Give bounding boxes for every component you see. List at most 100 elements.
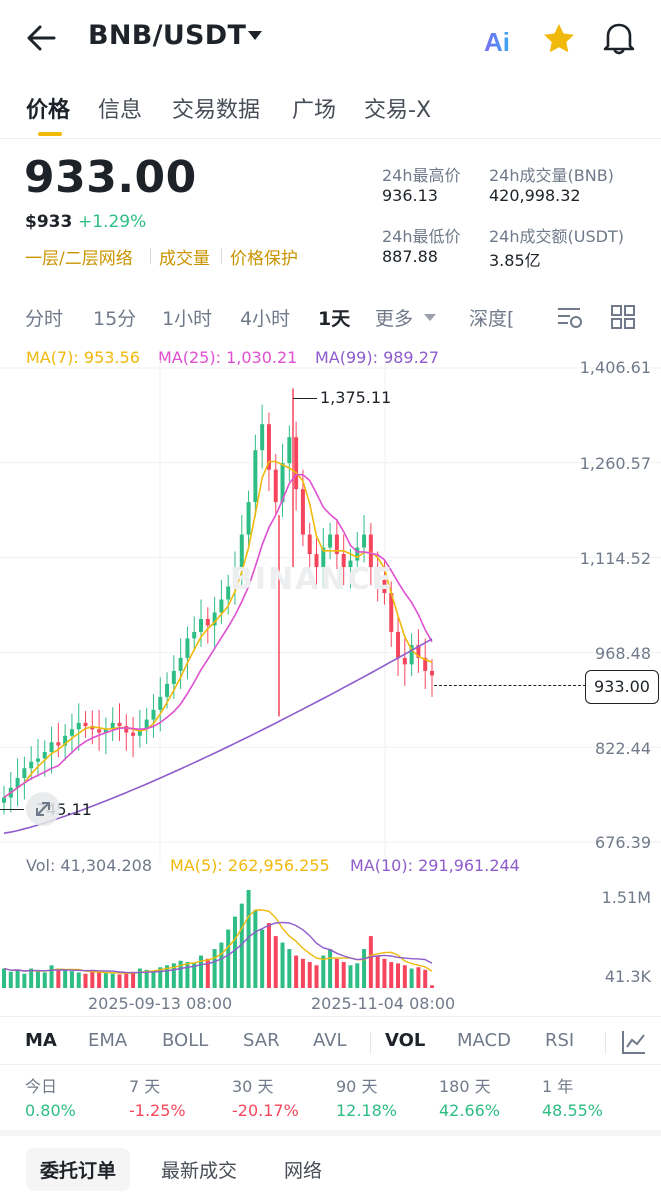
tab-trading-data[interactable]: 交易数据 [172,98,261,123]
chart-settings-icon[interactable] [556,304,584,330]
tag-layer-network[interactable]: 一层/二层网络 [25,249,133,269]
price-chart[interactable] [0,360,661,860]
candle-body [246,502,251,535]
candle-body [307,534,312,555]
indicator-ma[interactable]: MA [25,1030,57,1051]
interval-time[interactable]: 分时 [25,308,64,330]
indicator-macd[interactable]: MACD [457,1030,511,1051]
volume-axis-label: 1.51M [601,888,651,907]
stat-vol-usdt-label: 24h成交额(USDT) [489,227,624,246]
chevron-down-icon[interactable] [248,31,262,40]
volume-bar [192,963,197,988]
volume-bar [76,972,81,988]
candle-body [137,729,142,736]
volume-bar [144,969,149,988]
price-axis-label: 676.39 [595,833,651,852]
bell-icon[interactable] [602,20,636,56]
tab-price[interactable]: 价格 [26,98,71,123]
candle-body [328,534,333,548]
volume-bar [321,955,326,988]
interval-1d[interactable]: 1天 [318,308,351,330]
indicator-rsi[interactable]: RSI [545,1030,575,1051]
volume-bar [90,971,95,988]
stat-low-value: 887.88 [382,247,438,266]
perf-value-1y: 48.55% [542,1101,604,1120]
volume-bar [83,973,88,988]
ai-icon[interactable]: Ai [484,26,518,54]
back-arrow-icon[interactable] [26,24,56,52]
indicator-settings-icon[interactable] [620,1028,648,1056]
volume-bar [29,968,34,988]
volume-bar [2,968,6,988]
divider [605,1032,606,1054]
indicator-vol[interactable]: VOL [385,1030,426,1051]
volume-bar [22,973,27,988]
layout-grid-icon[interactable] [610,304,636,330]
star-icon[interactable] [542,22,576,54]
volume-bar [389,962,394,988]
ma99-line [3,638,433,834]
active-tab-indicator [38,132,62,136]
candle-body [287,437,292,464]
tab-info[interactable]: 信息 [98,98,143,123]
expand-icon [36,802,50,816]
candle-body [416,644,421,658]
candle-body [294,437,299,490]
volume-chart[interactable] [0,880,661,992]
volume-bar [124,973,129,988]
candle-body [185,638,190,658]
candle-body [144,719,149,730]
interval-1h[interactable]: 1小时 [162,308,213,330]
perf-label-30d: 30 天 [232,1077,274,1096]
candle-body [192,631,197,639]
tab-trade-x[interactable]: 交易-X [364,98,432,123]
price-axis-label: 968.48 [595,644,651,663]
tab-open-orders[interactable]: 委托订单 [26,1148,131,1191]
volume-bar [382,958,387,988]
indicator-sar[interactable]: SAR [243,1030,280,1051]
tag-volume[interactable]: 成交量 [159,249,210,269]
candle-body [396,631,401,658]
ma25-line [3,473,433,799]
candle-body [49,742,54,753]
volume-bar [15,969,20,988]
volume-bar [396,963,401,988]
candle-body [314,554,319,568]
tab-latest-trades[interactable]: 最新成交 [161,1160,238,1182]
interval-depth[interactable]: 深度[ [469,308,515,330]
candle-body [171,670,176,684]
volume-bar [368,936,373,988]
perf-label-7d: 7 天 [129,1077,161,1096]
pair-title[interactable]: BNB/USDT [88,20,247,51]
indicator-avl[interactable]: AVL [313,1030,347,1051]
indicator-boll[interactable]: BOLL [162,1030,209,1051]
candle-body [76,722,81,730]
volume-bar [402,965,407,988]
volume-bar [137,968,142,988]
volume-bar [103,973,108,988]
perf-value-30d: -20.17% [232,1101,299,1120]
chevron-down-icon[interactable] [424,314,436,321]
date-label: 2025-09-13 08:00 [88,994,233,1013]
perf-value-today: 0.80% [25,1101,76,1120]
indicator-ema[interactable]: EMA [88,1030,128,1051]
volume-bar [165,965,170,988]
price-axis-label: 1,406.61 [579,358,651,377]
volume-bar [423,969,428,988]
volume-bar [307,962,312,988]
tag-price-protection[interactable]: 价格保护 [230,249,298,269]
volume-bar [430,985,434,988]
low-marker-line [0,809,24,810]
tab-network[interactable]: 网络 [284,1160,323,1182]
interval-4h[interactable]: 4小时 [240,308,291,330]
expand-button[interactable] [26,792,60,826]
volume-bar [131,971,136,988]
tab-square[interactable]: 广场 [292,98,337,123]
high-marker: 1,375.11 [320,388,392,407]
interval-more[interactable]: 更多 [375,308,414,330]
divider [0,138,661,139]
svg-text:Ai: Ai [484,27,510,54]
price-axis-label: 1,260.57 [579,454,651,473]
interval-15m[interactable]: 15分 [93,308,137,330]
perf-label-1y: 1 年 [542,1077,574,1096]
